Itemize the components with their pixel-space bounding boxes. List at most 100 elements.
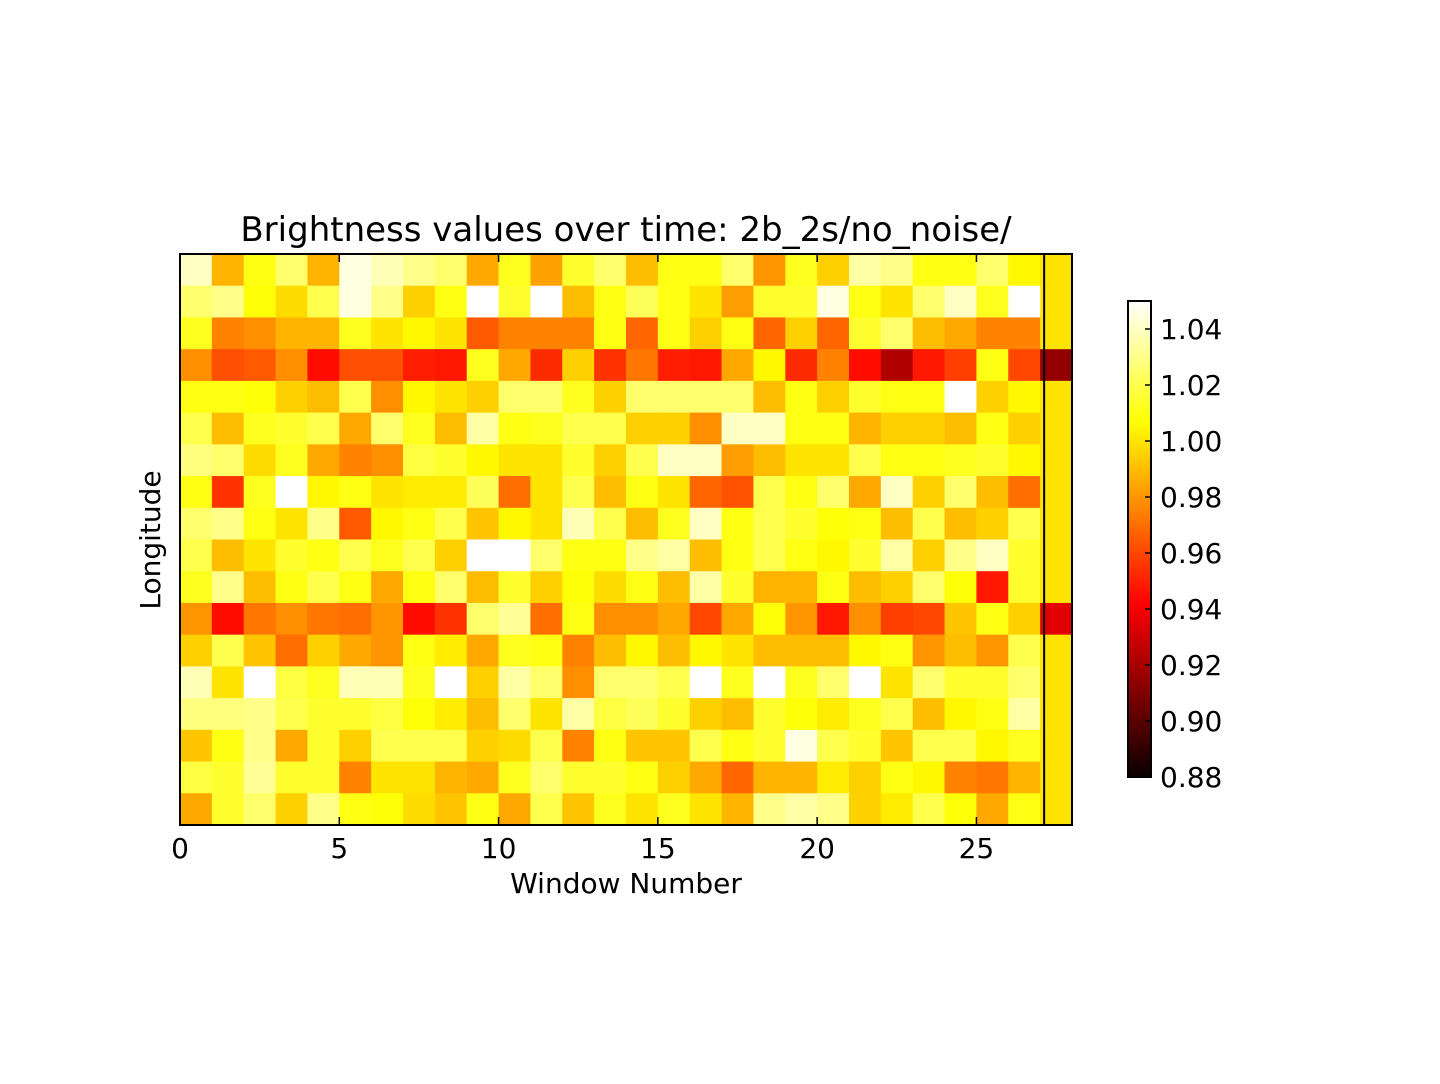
heatmap-cell xyxy=(721,476,755,509)
heatmap-cell xyxy=(243,602,277,636)
heatmap-cell xyxy=(944,634,978,667)
heatmap-cell xyxy=(466,602,500,636)
heatmap-cell xyxy=(753,317,786,350)
heatmap-cell xyxy=(434,507,468,541)
heatmap-cell xyxy=(466,317,500,350)
heatmap-cell xyxy=(753,698,786,731)
heatmap-cell xyxy=(307,634,340,667)
heatmap-cell xyxy=(912,602,946,636)
heatmap-cell xyxy=(594,761,627,794)
colorbar-tick-label: 1.00 xyxy=(1160,425,1222,458)
heatmap-cell xyxy=(498,349,532,382)
heatmap-cell xyxy=(721,698,755,731)
heatmap-cell xyxy=(626,285,659,319)
heatmap-cell xyxy=(530,476,563,509)
heatmap-cell xyxy=(880,602,914,636)
heatmap-cell xyxy=(243,476,277,509)
heatmap-cell xyxy=(753,666,786,699)
heatmap-cell xyxy=(403,317,436,350)
heatmap-cell xyxy=(434,285,468,319)
heatmap-cell xyxy=(498,380,532,414)
heatmap-cell xyxy=(880,317,914,350)
heatmap-cell xyxy=(434,571,468,604)
x-tick-label: 25 xyxy=(959,832,995,865)
heatmap-cell xyxy=(721,507,755,541)
heatmap-cell xyxy=(434,602,468,636)
heatmap-cell xyxy=(1040,729,1073,763)
heatmap-cell xyxy=(880,634,914,667)
colorbar-tick-label: 0.94 xyxy=(1160,593,1222,626)
heatmap-cell xyxy=(434,761,468,794)
heatmap-cell xyxy=(243,254,277,287)
heatmap-cell xyxy=(562,254,595,287)
heatmap-cell xyxy=(498,761,532,794)
chart-title: Brightness values over time: 2b_2s/no_no… xyxy=(240,210,1012,250)
heatmap-cell xyxy=(466,412,500,445)
heatmap-cell xyxy=(180,634,213,667)
heatmap-cell xyxy=(689,729,723,763)
heatmap-cell xyxy=(1008,634,1041,667)
heatmap-cell xyxy=(211,666,245,699)
heatmap-cell xyxy=(1040,761,1073,794)
heatmap-cell xyxy=(530,539,563,572)
heatmap-cell xyxy=(1040,254,1073,287)
heatmap-cell xyxy=(371,507,404,541)
heatmap-cell xyxy=(880,666,914,699)
heatmap-cell xyxy=(976,507,1009,541)
plot-frame xyxy=(179,253,1073,826)
heatmap-cell xyxy=(307,476,340,509)
heatmap-cell xyxy=(753,602,786,636)
heatmap-cell xyxy=(689,761,723,794)
heatmap-cell xyxy=(562,317,595,350)
heatmap-cell xyxy=(753,634,786,667)
colorbar-tick-label: 1.02 xyxy=(1160,369,1222,402)
heatmap-cell xyxy=(1008,412,1041,445)
heatmap-cell xyxy=(721,412,755,445)
heatmap-cell xyxy=(657,634,691,667)
heatmap-cell xyxy=(562,602,595,636)
heatmap-cell xyxy=(307,729,340,763)
heatmap-cell xyxy=(753,254,786,287)
heatmap-cell xyxy=(912,285,946,319)
heatmap-cell xyxy=(466,666,500,699)
heatmap-cell xyxy=(912,444,946,477)
heatmap-cell xyxy=(657,666,691,699)
heatmap-cell xyxy=(594,285,627,319)
heatmap-cell xyxy=(562,571,595,604)
heatmap-cell xyxy=(466,571,500,604)
heatmap-cell xyxy=(371,761,404,794)
heatmap-cell xyxy=(371,412,404,445)
heatmap-cell xyxy=(657,444,691,477)
x-axis-ticks: 0 5 10 15 20 25 xyxy=(171,254,994,865)
heatmap-cell xyxy=(689,666,723,699)
heatmap-cell xyxy=(657,793,691,826)
heatmap-cell xyxy=(403,666,436,699)
heatmap-cell xyxy=(562,507,595,541)
heatmap-cell xyxy=(562,285,595,319)
heatmap-cell xyxy=(849,539,882,572)
heatmap-cell xyxy=(976,380,1009,414)
heatmap-cell xyxy=(275,634,309,667)
heatmap-cell xyxy=(880,412,914,445)
heatmap-cell xyxy=(1008,539,1041,572)
heatmap-cell xyxy=(753,729,786,763)
heatmap-cell xyxy=(880,507,914,541)
heatmap-cell xyxy=(817,761,850,794)
heatmap-cell xyxy=(403,444,436,477)
heatmap-cell xyxy=(275,317,309,350)
heatmap-cell xyxy=(976,761,1009,794)
heatmap-cell xyxy=(371,476,404,509)
heatmap-cell xyxy=(1040,349,1073,382)
heatmap-cell xyxy=(594,698,627,731)
heatmap-cell xyxy=(275,285,309,319)
heatmap-cell xyxy=(626,476,659,509)
heatmap-cell xyxy=(180,602,213,636)
heatmap-cell xyxy=(944,507,978,541)
x-tick-label: 10 xyxy=(481,832,517,865)
heatmap-cell xyxy=(307,571,340,604)
heatmap-cell xyxy=(498,285,532,319)
heatmap-cell xyxy=(785,380,818,414)
heatmap-cell xyxy=(562,698,595,731)
